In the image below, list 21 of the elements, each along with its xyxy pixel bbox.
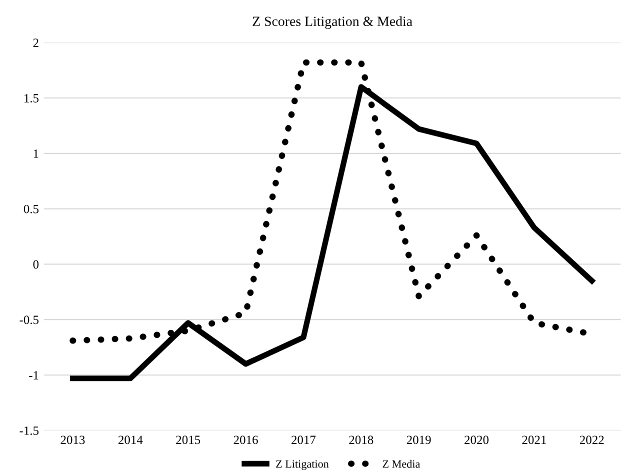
x-tick-label: 2020 (464, 436, 489, 444)
y-tick-label: -0.5 (20, 316, 39, 324)
y-tick-label: -1 (29, 371, 38, 380)
legend-label: Z Litigation (276, 460, 329, 470)
x-tick-label: 2015 (176, 436, 200, 444)
y-tick-label: 2 (33, 38, 38, 47)
x-tick-label: 2022 (580, 436, 604, 444)
x-tick-label: 2021 (522, 436, 546, 444)
x-tick-label: 2018 (349, 436, 374, 444)
legend-label: Z Media (382, 460, 420, 468)
x-tick-label: 2019 (406, 436, 431, 444)
x-tick-label: 2017 (292, 436, 316, 444)
y-tick-label: 1 (34, 149, 38, 158)
y-tick-label: 0 (33, 260, 39, 269)
y-tick-label: -1.5 (20, 426, 39, 435)
chart-title: Z Scores Litigation & Media (252, 16, 412, 29)
y-tick-label: 1.5 (24, 94, 39, 102)
y-tick-label: 0.5 (24, 204, 39, 214)
x-tick-label: 2013 (60, 436, 85, 444)
x-tick-label: 2014 (118, 436, 143, 444)
x-tick-label: 2016 (234, 436, 258, 444)
